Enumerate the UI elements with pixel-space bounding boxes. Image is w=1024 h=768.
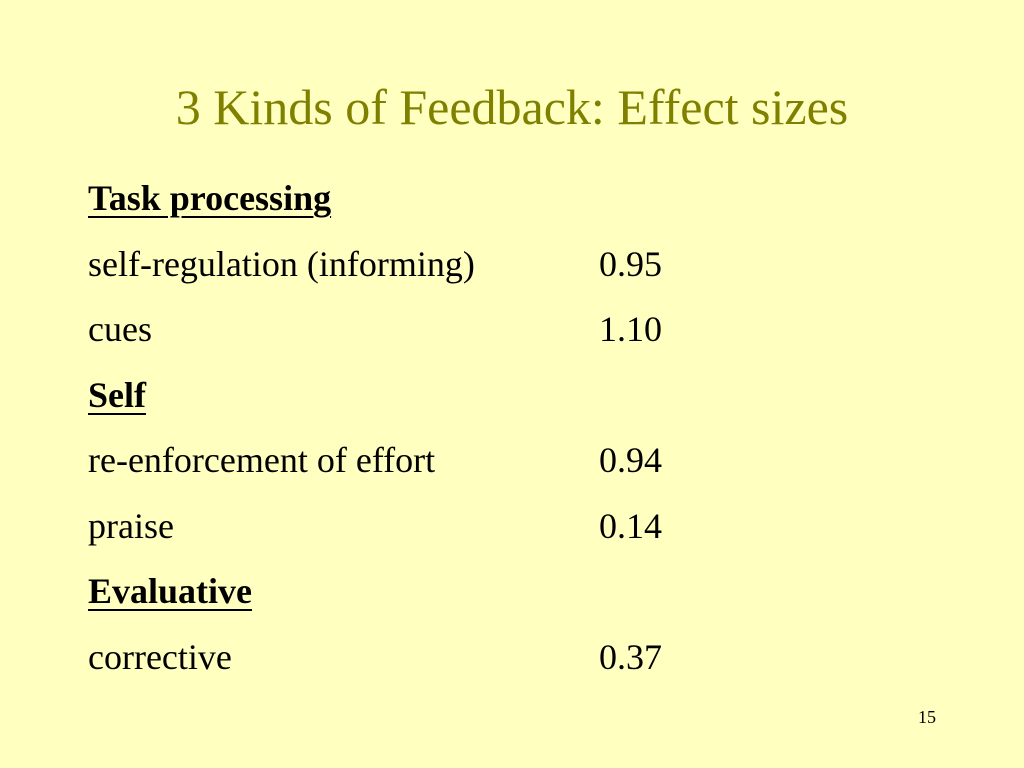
effect-size-list: Task processing self-regulation (informi… xyxy=(88,174,788,698)
section-heading-row: Self xyxy=(88,371,788,437)
section-heading: Evaluative xyxy=(88,571,253,611)
list-item: self-regulation (informing) 0.95 xyxy=(88,240,788,306)
list-item: re-enforcement of effort 0.94 xyxy=(88,436,788,502)
section-heading: Task processing xyxy=(88,178,332,218)
item-value: 0.14 xyxy=(599,505,662,546)
slide-number: 15 xyxy=(918,707,936,727)
item-value: 0.94 xyxy=(599,440,662,480)
section-heading-row: Evaluative xyxy=(88,567,788,633)
item-label: re-enforcement of effort xyxy=(88,440,436,480)
list-item: praise 0.14 xyxy=(88,502,788,568)
item-label: corrective xyxy=(88,636,232,677)
list-item: cues 1.10 xyxy=(88,305,788,371)
item-label: self-regulation (informing) xyxy=(88,243,475,284)
section-heading-row: Task processing xyxy=(88,174,788,240)
item-label: cues xyxy=(88,309,152,349)
item-label: praise xyxy=(88,505,174,546)
item-value: 1.10 xyxy=(599,309,662,349)
list-item: corrective 0.37 xyxy=(88,633,788,699)
section-heading: Self xyxy=(88,374,146,415)
item-value: 0.37 xyxy=(599,636,662,677)
slide-title: 3 Kinds of Feedback: Effect sizes xyxy=(175,79,849,135)
item-value: 0.95 xyxy=(599,243,662,284)
